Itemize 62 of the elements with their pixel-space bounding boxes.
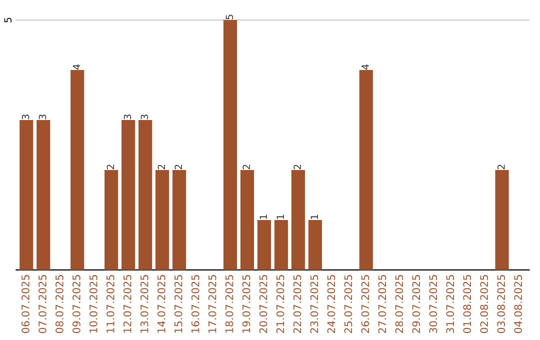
data-label: 3 — [140, 114, 148, 120]
x-tick-label: 13.07.2025 — [140, 275, 148, 333]
bar — [36, 120, 50, 270]
bar — [70, 70, 84, 270]
x-tick-label: 21.07.2025 — [276, 275, 284, 334]
x-tick-label: 04.08.2025 — [514, 275, 522, 334]
data-label: 3 — [38, 114, 46, 120]
bar — [359, 70, 373, 270]
bar — [291, 170, 305, 270]
data-label: 4 — [362, 64, 369, 70]
x-tick-label: 09.07.2025 — [72, 275, 80, 334]
bar — [155, 170, 170, 270]
x-tick-label: 11.07.2025 — [106, 275, 114, 333]
data-label: 1 — [260, 214, 267, 219]
bar — [257, 220, 271, 270]
bar — [138, 120, 152, 270]
x-tick-label: 31.07.2025 — [446, 275, 454, 333]
x-tick-label: 12.07.2025 — [123, 275, 132, 333]
x-tick-label: 24.07.2025 — [327, 275, 336, 334]
bar — [308, 220, 322, 270]
x-tick-label: 19.07.2025 — [242, 275, 250, 333]
x-tick-label: 15.07.2025 — [174, 275, 182, 333]
data-label: 2 — [497, 164, 505, 170]
x-tick-label: 16.07.2025 — [191, 275, 200, 333]
data-label: 4 — [72, 64, 80, 70]
x-tick-label: 30.07.2025 — [429, 275, 438, 333]
bar — [104, 170, 118, 270]
x-tick-label: 22.07.2025 — [293, 275, 302, 334]
x-tick-label: 26.07.2025 — [361, 275, 370, 334]
bar — [172, 170, 186, 270]
bar — [495, 170, 509, 270]
bar — [274, 220, 288, 270]
data-label: 2 — [158, 164, 165, 170]
bar — [223, 20, 238, 270]
x-tick-label: 10.07.2025 — [89, 275, 98, 333]
x-tick-label: 25.07.2025 — [344, 275, 352, 334]
x-tick-label: 17.07.2025 — [208, 275, 216, 333]
x-tick-label: 06.07.2025 — [22, 275, 30, 334]
bar — [240, 170, 254, 270]
data-label: 2 — [242, 164, 250, 170]
x-tick-label: 02.08.2025 — [480, 275, 488, 334]
data-label: 1 — [310, 214, 318, 219]
x-tick-label: 20.07.2025 — [259, 275, 268, 334]
data-label: 1 — [276, 214, 284, 219]
bar — [122, 120, 136, 270]
x-tick-label: 07.07.2025 — [38, 275, 46, 334]
data-label: 2 — [174, 164, 182, 170]
x-tick-label: 23.07.2025 — [310, 275, 318, 334]
x-tick-label: 03.08.2025 — [497, 275, 506, 334]
x-tick-label: 01.08.2025 — [463, 275, 472, 334]
bar — [20, 120, 34, 270]
x-tick-label: 27.07.2025 — [378, 275, 386, 334]
data-label: 3 — [22, 114, 30, 120]
x-tick-label: 08.07.2025 — [56, 275, 64, 334]
data-label: 5 — [226, 14, 234, 20]
data-label: 2 — [106, 164, 114, 170]
x-tick-label: 14.07.2025 — [157, 275, 166, 333]
data-label: 2 — [294, 164, 301, 170]
x-tick-label: 28.07.2025 — [395, 275, 404, 334]
data-label: 3 — [124, 114, 132, 120]
x-tick-label: 29.07.2025 — [412, 275, 420, 334]
x-tick-label: 18.07.2025 — [225, 275, 234, 333]
